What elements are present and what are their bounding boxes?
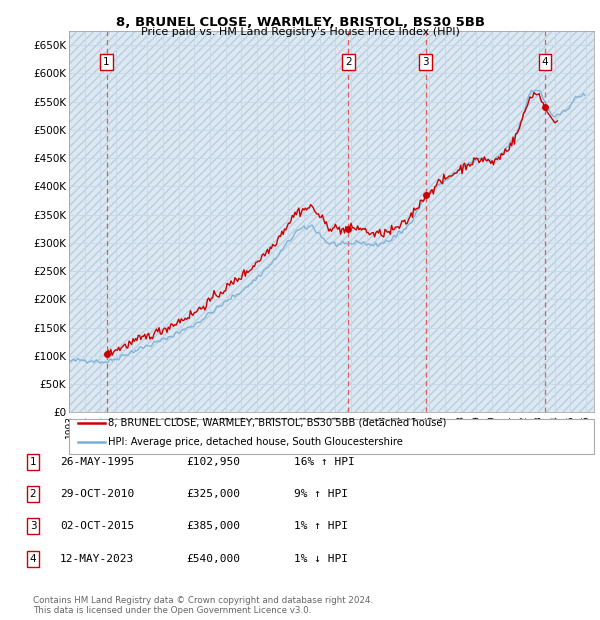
Text: 9% ↑ HPI: 9% ↑ HPI: [294, 489, 348, 499]
Text: 3: 3: [422, 57, 429, 67]
Text: 02-OCT-2015: 02-OCT-2015: [60, 521, 134, 531]
Text: 4: 4: [542, 57, 548, 67]
Text: 2: 2: [345, 57, 352, 67]
Text: 2: 2: [29, 489, 37, 499]
Text: Contains HM Land Registry data © Crown copyright and database right 2024.
This d: Contains HM Land Registry data © Crown c…: [33, 596, 373, 615]
Text: 12-MAY-2023: 12-MAY-2023: [60, 554, 134, 564]
Text: 1: 1: [103, 57, 110, 67]
Text: 26-MAY-1995: 26-MAY-1995: [60, 457, 134, 467]
Text: 1% ↑ HPI: 1% ↑ HPI: [294, 521, 348, 531]
Text: 16% ↑ HPI: 16% ↑ HPI: [294, 457, 355, 467]
Text: 29-OCT-2010: 29-OCT-2010: [60, 489, 134, 499]
Text: Price paid vs. HM Land Registry's House Price Index (HPI): Price paid vs. HM Land Registry's House …: [140, 27, 460, 37]
Text: £325,000: £325,000: [186, 489, 240, 499]
Text: £102,950: £102,950: [186, 457, 240, 467]
Text: 8, BRUNEL CLOSE, WARMLEY, BRISTOL, BS30 5BB (detached house): 8, BRUNEL CLOSE, WARMLEY, BRISTOL, BS30 …: [108, 417, 446, 428]
Text: £385,000: £385,000: [186, 521, 240, 531]
Text: £540,000: £540,000: [186, 554, 240, 564]
Text: 8, BRUNEL CLOSE, WARMLEY, BRISTOL, BS30 5BB: 8, BRUNEL CLOSE, WARMLEY, BRISTOL, BS30 …: [115, 16, 485, 29]
Text: 3: 3: [29, 521, 37, 531]
Text: 1: 1: [29, 457, 37, 467]
Text: 1% ↓ HPI: 1% ↓ HPI: [294, 554, 348, 564]
Text: HPI: Average price, detached house, South Gloucestershire: HPI: Average price, detached house, Sout…: [108, 437, 403, 448]
Text: 4: 4: [29, 554, 37, 564]
